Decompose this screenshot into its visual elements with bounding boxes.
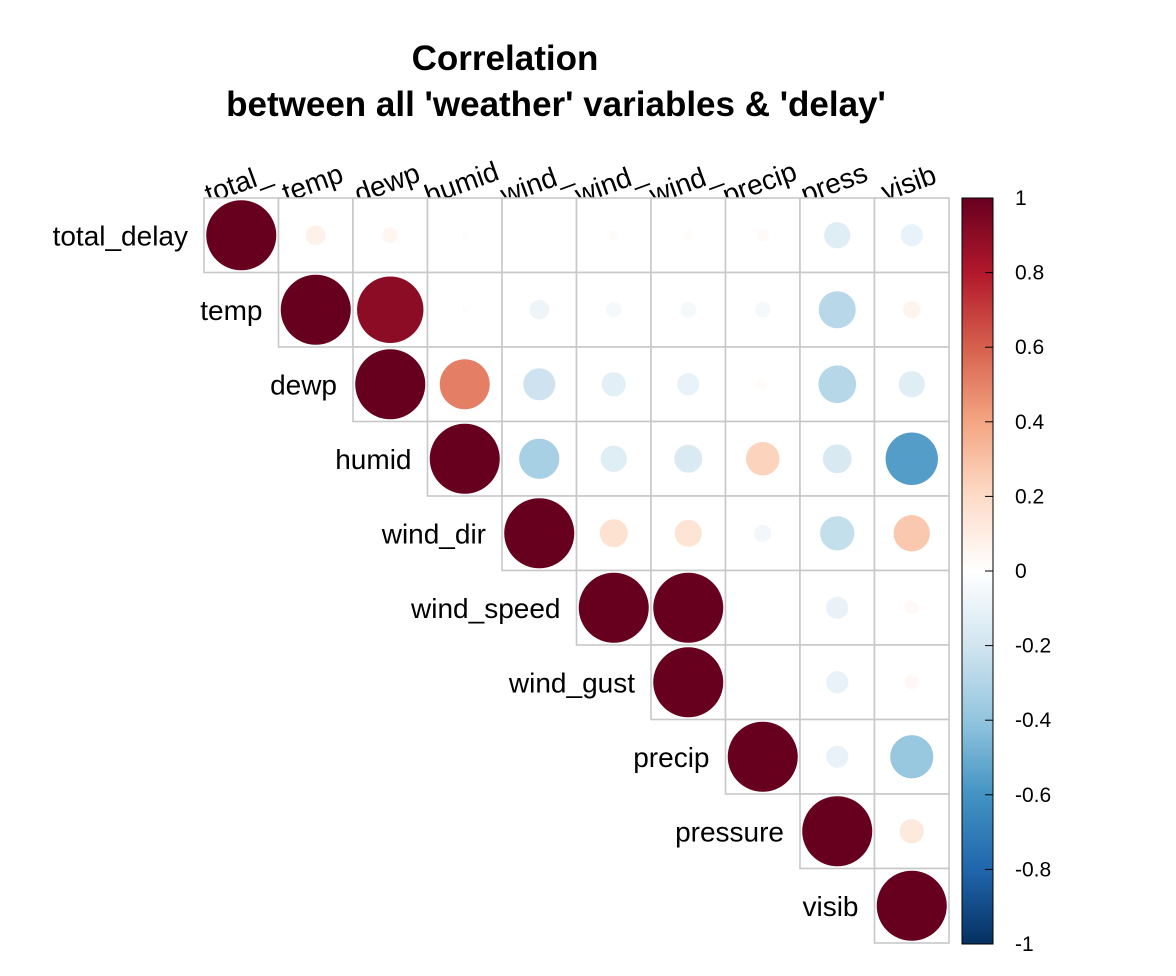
correlation-circle (429, 423, 500, 494)
correlation-circle (745, 441, 780, 476)
row-label: total_delay (53, 220, 188, 251)
colorbar-tick-label: 1 (1015, 187, 1027, 210)
correlation-circle (653, 647, 724, 718)
colorbar-tick-label: 0 (1015, 560, 1027, 583)
row-label: visib (802, 891, 858, 922)
chart-title-line2: between all 'weather' variables & 'delay… (226, 85, 886, 124)
grid-cell (724, 569, 801, 646)
correlation-circle (802, 796, 873, 867)
correlation-circle (885, 432, 938, 485)
colorbar-tick-label: -1 (1015, 933, 1034, 956)
colorbar-tick-label: 0.8 (1015, 262, 1044, 285)
correlation-circle (727, 721, 798, 792)
correlation-circle (439, 359, 490, 410)
grid-cell (575, 197, 652, 274)
correlation-circle (674, 444, 703, 473)
correlation-circle (600, 445, 627, 472)
correlation-circle (876, 870, 947, 941)
correlation-circle (826, 596, 849, 619)
colorbar-tick-label: 0.6 (1015, 336, 1044, 359)
grid-cell (724, 644, 801, 721)
row-label: pressure (675, 816, 784, 847)
correlation-circle (900, 224, 923, 247)
colorbar-tick-label: 0.4 (1015, 411, 1045, 434)
correlation-circle (653, 572, 724, 643)
correlation-circle (529, 299, 550, 320)
correlation-circle (677, 373, 700, 396)
correlation-circle (601, 372, 626, 397)
correlation-circle (754, 524, 772, 542)
correlation-circle (824, 222, 851, 249)
colorbar: 1 0.8 0.6 0.4 0.2 0 -0.2 -0.4 -0.6 -0.8 -1 (961, 187, 1052, 956)
correlation-circle (903, 301, 921, 319)
correlation-circle (756, 229, 769, 242)
chart-title-line1: Correlation (412, 39, 599, 78)
colorbar-tick-label: 0.2 (1015, 485, 1044, 508)
correlation-circle (280, 274, 351, 345)
correlation-circle (904, 675, 919, 690)
grid-cell (501, 197, 578, 274)
correlation-circle (820, 516, 855, 551)
colorbar-tick-label: -0.4 (1015, 709, 1052, 732)
correlation-circle (893, 515, 930, 552)
column-labels: total_ temp dewphumidwind_wind_wind_precip… (201, 155, 941, 198)
row-label: dewp (270, 369, 337, 400)
correlation-circle (357, 276, 424, 343)
correlation-circle (578, 572, 649, 643)
row-label: precip (633, 742, 709, 773)
correlation-circle (355, 349, 426, 420)
colorbar-tick-label: -0.8 (1015, 858, 1051, 881)
correlation-circle (822, 444, 852, 474)
correlation-circle (504, 498, 575, 569)
colorbar-tick-label: -0.2 (1015, 635, 1051, 658)
colorbar-tick-label: -0.6 (1015, 784, 1051, 807)
correlation-circle (605, 301, 622, 318)
correlation-circle (680, 301, 697, 318)
correlation-circle (898, 371, 925, 398)
correlation-circle (818, 365, 857, 404)
correlation-circle (461, 306, 469, 314)
row-label: wind_gust (508, 667, 635, 698)
grid-cell (873, 793, 950, 870)
correlation-grid (203, 197, 950, 944)
correlation-circle (523, 368, 556, 401)
correlation-circle (818, 291, 856, 329)
row-label: temp (200, 295, 262, 326)
correlation-circle (754, 301, 771, 318)
correlation-circle (757, 379, 768, 390)
correlation-circle (899, 819, 924, 844)
row-label: wind_dir (381, 518, 486, 549)
correlation-circle (826, 745, 849, 768)
correlation-circle (890, 735, 934, 779)
correlation-circle (305, 225, 326, 246)
correlation-circle (904, 600, 919, 615)
correlation-circle (461, 231, 469, 239)
correlation-circle (826, 671, 849, 694)
row-label: humid (335, 444, 411, 475)
correlation-circle (206, 200, 277, 271)
row-label: wind_speed (410, 593, 560, 624)
correlation-circle (382, 227, 399, 244)
correlation-circle (599, 519, 628, 548)
correlation-circle (674, 519, 702, 547)
correlation-circle (608, 230, 619, 241)
correlation-circle (519, 438, 560, 479)
correlation-circle (683, 230, 694, 241)
